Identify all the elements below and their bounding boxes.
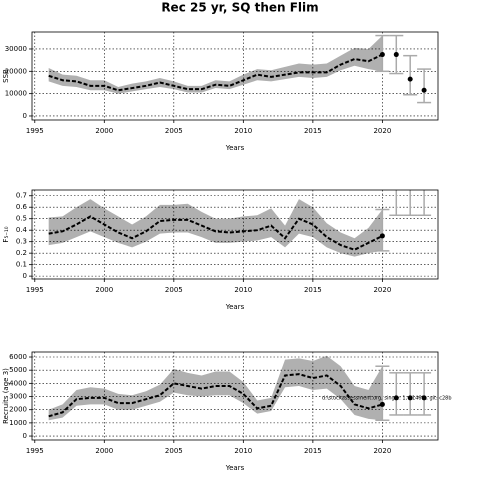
annotation: d:\stockassessment.org, single: 1, 11469… [322,395,452,401]
projection-point [422,182,427,187]
x-tick-label: 2015 [304,447,322,455]
y-axis-label: Recruits (age 3) [2,368,10,424]
estimate-line [48,53,383,92]
figure-title: Rec 25 yr, SQ then Flim [161,1,318,15]
axes-frame [31,189,439,280]
x-tick-label: 2005 [165,127,183,135]
y-tick-label: 10000 [5,90,27,98]
point [379,52,385,58]
x-tick-label: 2020 [373,447,391,455]
y-tick-label: 0.3 [16,238,27,246]
point [379,401,385,407]
x-axis-label: Years [225,303,245,311]
x-tick-label: 2000 [95,447,113,455]
x-tick-label: 2015 [304,286,322,294]
x-tick-label: 2020 [373,127,391,135]
y-tick-label: 30000 [5,45,27,53]
x-tick-label: 1995 [26,127,44,135]
y-tick-label: 0 [23,272,27,280]
y-tick-label: 0 [23,432,27,440]
x-tick-label: 1995 [26,447,44,455]
y-axis-label: F₅₋₁₀ [2,226,10,242]
axes-frame [31,31,439,121]
x-tick-label: 2000 [95,286,113,294]
y-tick-label: 3000 [9,393,27,401]
y-tick-label: 2000 [9,406,27,414]
y-tick-label: 0.2 [16,249,27,257]
x-tick-label: 2010 [234,286,252,294]
projection-point [407,395,413,401]
y-tick-label: 4000 [9,379,27,387]
y-tick-label: 0.6 [16,203,28,211]
projection-point [421,87,427,93]
x-tick-label: 2015 [304,127,322,135]
plot-area [32,182,438,279]
x-tick-label: 1995 [26,286,44,294]
plot-area [32,352,438,440]
projection-point [393,52,399,58]
plot-area [32,32,438,120]
x-tick-label: 2005 [165,286,183,294]
estimate-line [48,215,383,251]
x-axis-label: Years [225,464,245,472]
projection-point [421,395,427,401]
y-tick-label: 0 [23,112,27,120]
confidence-band [48,199,383,257]
confidence-band [48,35,383,94]
x-tick-label: 2010 [234,127,252,135]
x-axis-label: Years [225,144,245,152]
confidence-band [48,355,383,421]
y-tick-label: 20000 [5,67,27,75]
y-axis-label: SSB [2,69,10,83]
estimate-line [48,373,383,418]
x-tick-label: 2010 [234,447,252,455]
projection-point [407,76,413,82]
y-tick-label: 0.7 [16,192,27,200]
y-tick-label: 1000 [9,419,27,427]
y-tick-label: 5000 [9,366,27,374]
x-tick-label: 2020 [373,286,391,294]
projection-point [408,182,413,187]
y-tick-label: 6000 [9,353,27,361]
y-tick-label: 0.4 [16,226,28,234]
projection-point [394,182,399,187]
projection-point [393,395,399,401]
y-tick-label: 0.1 [16,261,27,269]
x-tick-label: 2005 [165,447,183,455]
point [379,233,385,239]
x-tick-label: 2000 [95,127,113,135]
axes-frame [31,351,439,441]
y-tick-label: 0.5 [16,215,27,223]
